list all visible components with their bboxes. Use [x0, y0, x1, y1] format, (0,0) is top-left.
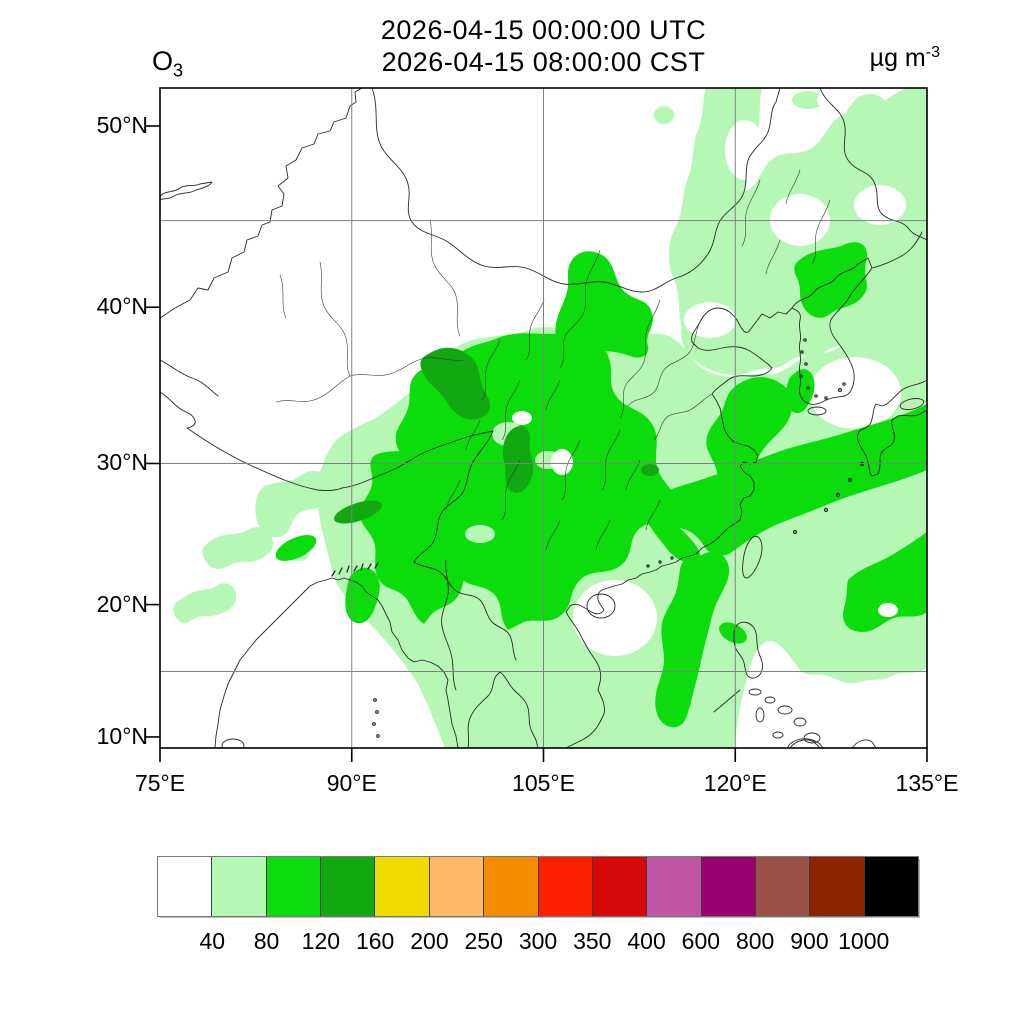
contour-green-jilin — [794, 242, 868, 318]
luzon-island — [733, 621, 763, 679]
colorbar-cell-5 — [429, 857, 485, 916]
contour-green-scs-band — [655, 551, 730, 728]
contour-green-ne-india-ellipse — [275, 535, 317, 561]
colorbar-cell-8 — [592, 857, 648, 916]
colorbar-label-250: 250 — [464, 928, 503, 954]
colorbar-label-40: 40 — [199, 928, 226, 954]
contour-darkgreen-jiangxi — [641, 464, 659, 476]
colorbar-cell-4 — [375, 857, 430, 916]
contour-lightgreen-india-patch-1 — [255, 470, 335, 538]
lon-label-120: 120°E — [703, 770, 767, 796]
contour-lightgreen-india-patch-3 — [173, 583, 237, 623]
jeju-island — [807, 406, 827, 416]
contour-green-myanmar-mass — [360, 440, 539, 624]
contour-lightgreen-patch — [843, 94, 897, 166]
units-label: µg m-3 — [869, 44, 940, 72]
colorbar-cell-6 — [484, 857, 539, 916]
contour-lightgreen-india-patch-2 — [202, 527, 274, 569]
gridlines — [160, 88, 927, 748]
border-mongolia — [371, 88, 781, 293]
colorbar — [157, 856, 919, 917]
taiwan-island — [742, 535, 763, 579]
coast-china — [565, 307, 793, 748]
colorbar-cell-10 — [701, 857, 756, 916]
colorbar-cell-1 — [212, 857, 267, 916]
province-borders — [275, 169, 831, 551]
axis-ticks — [146, 125, 928, 762]
species-label: O3 — [152, 46, 184, 81]
border-amur-russia — [819, 88, 927, 241]
coast-bangladesh-delta-hatch — [331, 562, 379, 577]
colorbar-label-80: 80 — [253, 928, 280, 954]
colorbar-cell-9 — [647, 857, 702, 916]
colorbar-cell-2 — [266, 857, 322, 916]
colorbar-cell-3 — [321, 857, 376, 916]
colorbar-cell-13 — [864, 857, 919, 916]
borneo-sulawesi-partial — [789, 739, 877, 748]
coast-primorye — [871, 231, 923, 269]
lake-balkhash — [160, 181, 213, 201]
species-subscript: 3 — [173, 60, 184, 81]
border-pakistan — [160, 359, 219, 429]
title-line-utc: 2026-04-15 00:00:00 UTC — [380, 15, 707, 45]
map-frame — [159, 87, 928, 749]
colorbar-label-120: 120 — [301, 928, 341, 954]
lat-label-30: 30°N — [96, 449, 148, 476]
contour-green-korea-sw — [785, 369, 815, 414]
lon-label-135: 135°E — [895, 770, 959, 796]
contour-green-scs-band-neck — [642, 502, 701, 563]
contour-lightgreen-patch — [909, 135, 927, 169]
coastlines-borders — [160, 88, 927, 748]
hainan-island — [586, 593, 616, 619]
contour-darkgreen-sichuan — [420, 347, 491, 420]
contour-green-scs-hook — [719, 622, 747, 644]
colorbar-cell-12 — [810, 857, 865, 916]
lat-label-10: 10°N — [96, 722, 148, 749]
border-north-korea — [791, 257, 873, 309]
contour-darkgreen-ne-india — [334, 500, 382, 524]
lon-label-90: 90°E — [326, 770, 377, 796]
units-exponent: -3 — [925, 44, 940, 61]
lat-label-40: 40°N — [96, 293, 148, 320]
border-northwest-frontier — [160, 88, 363, 319]
colorbar-label-1000: 1000 — [838, 928, 890, 954]
lat-label-20: 20°N — [96, 590, 148, 617]
lat-label-50: 50°N — [96, 111, 148, 138]
colorbar-label-400: 400 — [627, 928, 666, 954]
colorbar-cell-11 — [755, 857, 811, 916]
sri-lanka — [221, 738, 245, 748]
contour-green-pacific-patch — [842, 532, 927, 632]
border-myanmar-china-laos — [413, 430, 517, 691]
lon-label-105: 105°E — [512, 770, 575, 796]
small-islands — [372, 338, 865, 738]
colorbar-label-800: 800 — [735, 928, 775, 954]
contour-lightgreen-patch — [654, 106, 674, 124]
colorbar-cell-0 — [158, 857, 213, 916]
contour-green-taiwan-east-band — [646, 404, 927, 556]
colorbar-cell-7 — [538, 857, 593, 916]
title-line-cst: 2026-04-15 08:00:00 CST — [381, 47, 706, 77]
coast-myanmar-india — [214, 577, 459, 748]
colorbar-label-600: 600 — [681, 928, 721, 954]
shikoku-island — [899, 398, 925, 410]
contour-darkgreen-yunnan — [502, 425, 534, 493]
contour-green-north-arm — [555, 251, 653, 358]
colorbar-label-900: 900 — [790, 928, 829, 954]
colorbar-label-200: 200 — [410, 928, 449, 954]
plot-title: 2026-04-15 00:00:00 UTC 2026-04-15 08:00… — [0, 14, 1024, 78]
colorbar-label-350: 350 — [573, 928, 612, 954]
coast-korea — [791, 267, 873, 405]
lon-label-75: 75°E — [134, 770, 186, 796]
border-himalaya — [186, 427, 494, 491]
contour-fill-120-160 — [334, 347, 659, 524]
colorbar-label-160: 160 — [355, 928, 395, 954]
contour-lightgreen-patch — [792, 91, 824, 109]
japan-kyushu-honshu — [857, 379, 927, 477]
colorbar-label-300: 300 — [518, 928, 558, 954]
